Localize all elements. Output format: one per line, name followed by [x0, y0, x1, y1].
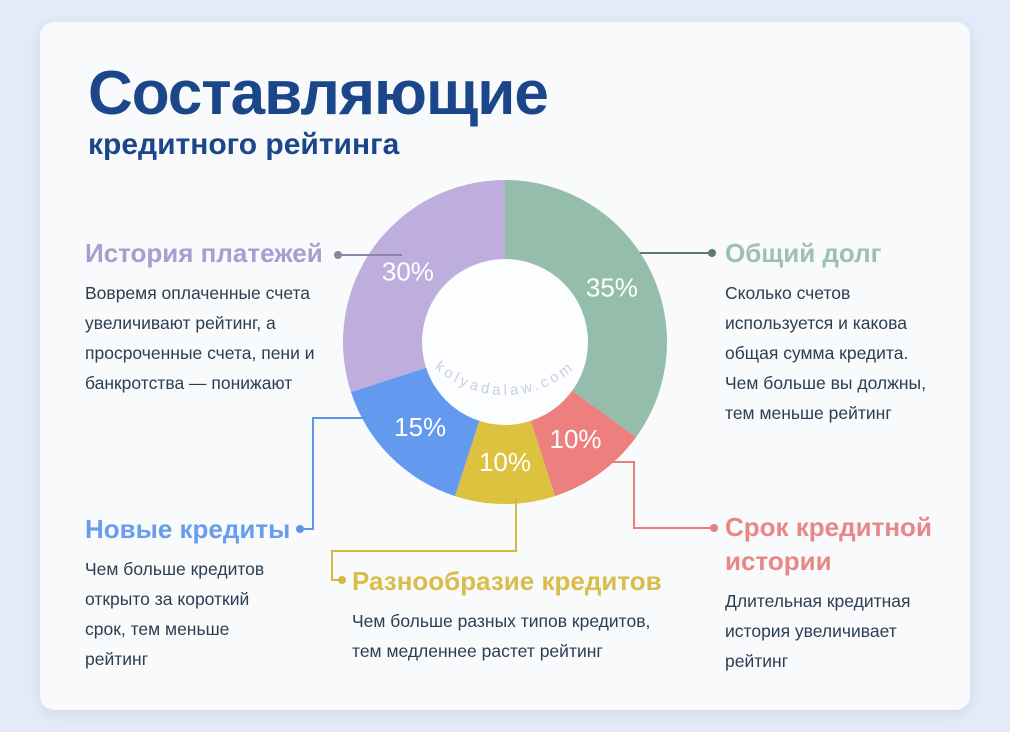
- body-line: банкротства — понижают: [85, 373, 293, 393]
- section-heading: Срок кредитной: [725, 512, 932, 542]
- body-line: просроченные счета, пени и: [85, 343, 315, 363]
- body-line: Длительная кредитная: [725, 591, 911, 611]
- body-line: рейтинг: [725, 651, 789, 671]
- body-line: Чем больше вы должны,: [725, 373, 926, 393]
- body-line: история увеличивает: [725, 621, 897, 641]
- body-line: увеличивают рейтинг, а: [85, 313, 276, 333]
- section-heading-line2: истории: [725, 546, 832, 576]
- body-line: тем медленнее растет рейтинг: [352, 641, 603, 661]
- section-body: Чем больше разных типов кредитов, тем ме…: [352, 606, 662, 666]
- section-heading: Общий долг: [725, 238, 882, 268]
- body-line: Сколько счетов: [725, 283, 851, 303]
- section-history-length: Срок кредитной истории Длительная кредит…: [725, 510, 932, 676]
- section-body: Чем больше кредитов открыто за короткий …: [85, 554, 290, 674]
- section-heading: История платежей: [85, 238, 323, 268]
- section-heading: Новые кредиты: [85, 514, 291, 544]
- section-body: Длительная кредитная история увеличивает…: [725, 586, 932, 676]
- body-line: открыто за короткий: [85, 589, 250, 609]
- body-line: Вовремя оплаченные счета: [85, 283, 311, 303]
- body-line: тем меньше рейтинг: [725, 403, 892, 423]
- section-payment-history: История платежей Вовремя оплаченные счет…: [85, 236, 323, 398]
- body-line: рейтинг: [85, 649, 149, 669]
- section-new-credits: Новые кредиты Чем больше кредитов открыт…: [85, 512, 290, 674]
- page-title: Составляющие: [88, 59, 549, 128]
- body-line: Чем больше разных типов кредитов,: [352, 611, 651, 631]
- section-body: Вовремя оплаченные счета увеличивают рей…: [85, 278, 323, 398]
- section-heading: Разнообразие кредитов: [352, 566, 662, 596]
- section-total-debt: Общий долг Сколько счетов используется и…: [725, 236, 926, 428]
- page-subtitle: кредитного рейтинга: [88, 128, 400, 161]
- body-line: срок, тем меньше: [85, 619, 230, 639]
- body-line: используется и какова: [725, 313, 907, 333]
- body-line: общая сумма кредита.: [725, 343, 909, 363]
- section-body: Сколько счетов используется и какова общ…: [725, 278, 926, 428]
- section-credit-mix: Разнообразие кредитов Чем больше разных …: [352, 564, 662, 666]
- body-line: Чем больше кредитов: [85, 559, 265, 579]
